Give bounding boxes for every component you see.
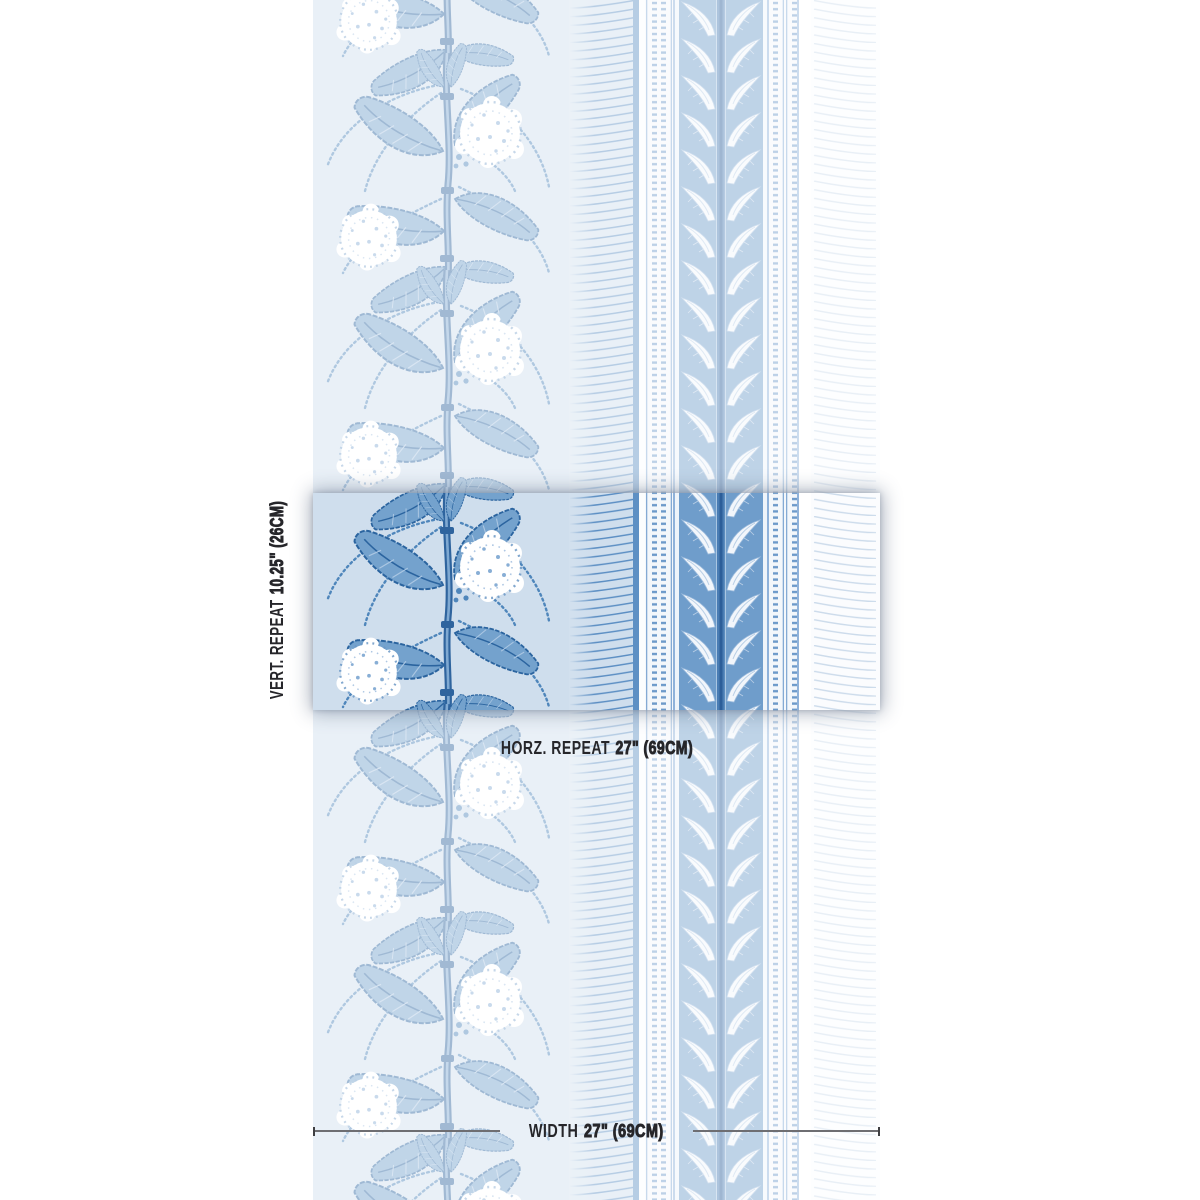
- measure-line-right: [692, 1130, 879, 1132]
- measure-tick-right: [878, 1126, 881, 1136]
- wash-overlay-bottom: [313, 710, 880, 1200]
- width-measure: WIDTH 27" (69CM): [313, 1121, 881, 1141]
- wash-overlay-top: [313, 0, 880, 493]
- width-prefix: WIDTH: [529, 1121, 579, 1141]
- width-label: WIDTH 27" (69CM): [519, 1121, 673, 1141]
- wallpaper-swatch: [313, 0, 880, 1200]
- measure-line-left: [315, 1130, 501, 1132]
- horizontal-repeat-value: 27" (69CM): [615, 738, 694, 758]
- width-value: 27" (69CM): [584, 1121, 664, 1141]
- vertical-repeat-value: 10.25" (26CM): [267, 500, 288, 595]
- measure-tick-left: [313, 1126, 315, 1136]
- horizontal-repeat-prefix: HORZ. REPEAT: [500, 738, 610, 758]
- vertical-repeat-prefix: VERT. REPEAT: [267, 599, 287, 700]
- wallpaper-pattern-svg: [313, 0, 880, 1200]
